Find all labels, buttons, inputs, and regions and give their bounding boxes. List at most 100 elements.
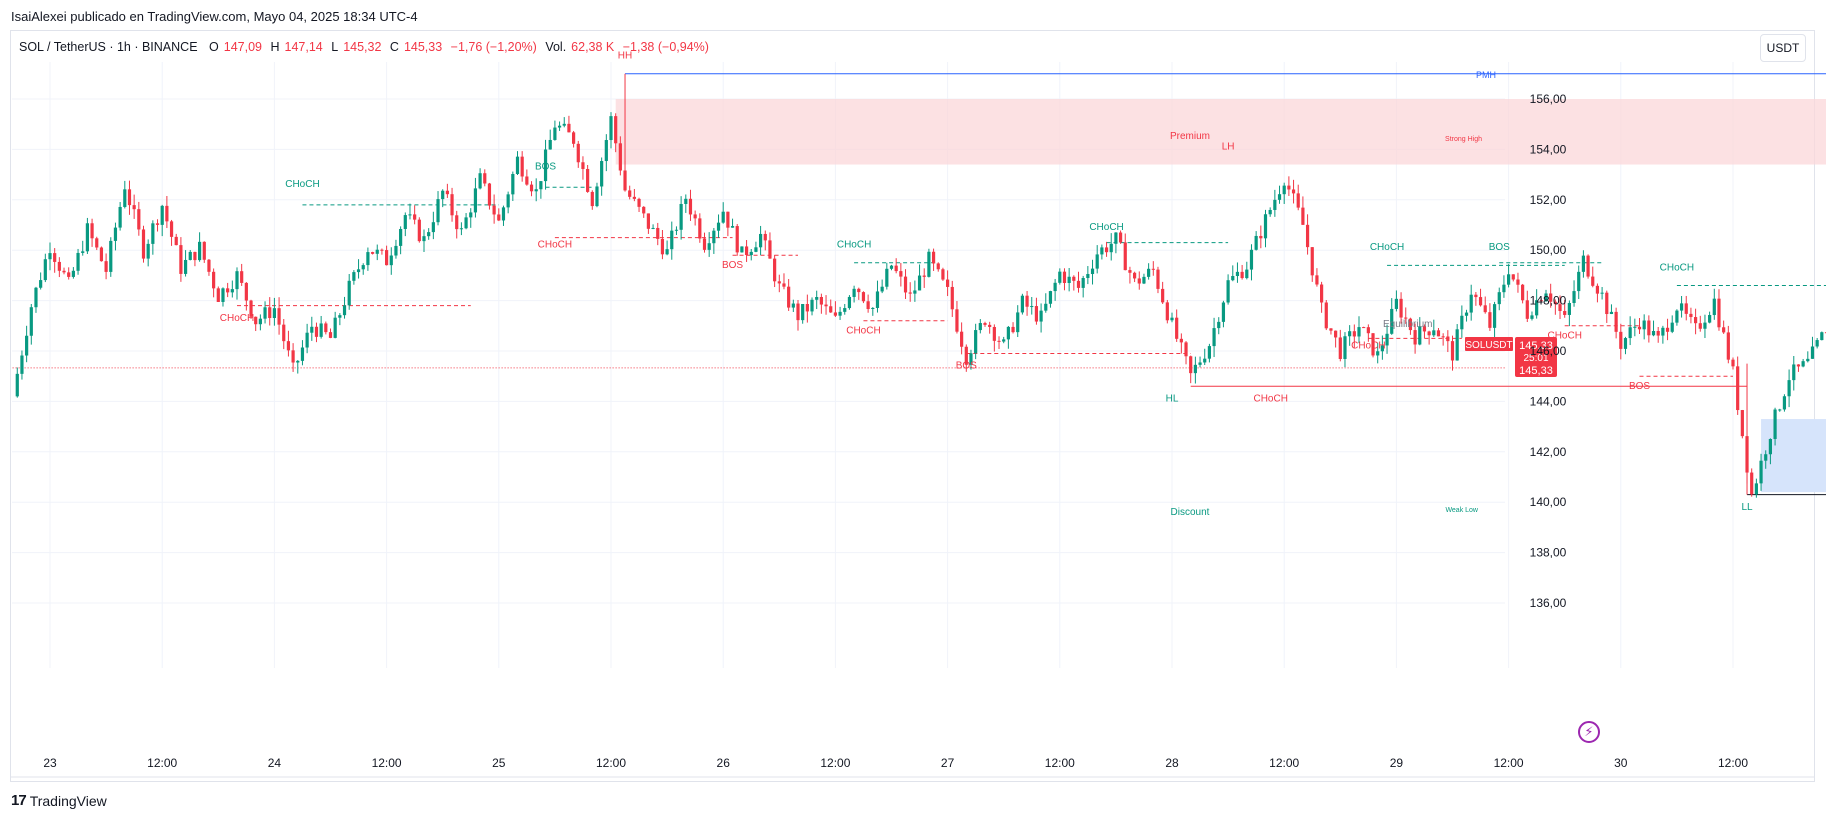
candle-body — [1296, 193, 1300, 208]
candle-body — [385, 250, 389, 266]
candle-body — [249, 300, 253, 317]
candle-body — [721, 211, 725, 223]
open-label: O — [209, 40, 219, 54]
candle-body — [1376, 351, 1380, 356]
candle-body — [927, 251, 931, 277]
candle-body — [515, 156, 520, 175]
close-value: 145,33 — [403, 40, 443, 54]
candle-body — [693, 214, 697, 219]
candle-body — [1109, 243, 1113, 253]
candle-body — [1277, 194, 1282, 200]
structure-label-lh: LH — [1222, 141, 1235, 152]
candle-body — [1310, 247, 1314, 276]
candle-body — [1497, 292, 1501, 305]
symbol-name[interactable]: SOL / TetherUS · 1h · BINANCE — [19, 40, 198, 54]
candle-body — [487, 183, 492, 206]
candle-body — [572, 132, 576, 144]
tradingview-logo-icon: 17 — [11, 792, 27, 809]
candle-body — [1362, 327, 1366, 329]
candle-body — [478, 173, 482, 189]
candle-body — [838, 311, 842, 316]
candle-body — [286, 341, 291, 351]
bolt-icon[interactable]: ⚡ — [1578, 721, 1600, 743]
candle-body — [1320, 284, 1324, 303]
weak-low-label: Weak Low — [1445, 507, 1478, 514]
open-value: 147,09 — [223, 40, 262, 54]
candle-body — [1530, 315, 1534, 319]
candle-body — [1806, 358, 1810, 362]
candle-body — [791, 303, 795, 308]
candle-body — [1016, 312, 1020, 333]
candle-body — [1535, 300, 1539, 316]
candle-body — [819, 297, 823, 305]
candle-body — [1507, 274, 1511, 285]
candle-body — [95, 238, 99, 248]
candle-body — [1025, 295, 1029, 307]
candle-body — [1175, 317, 1179, 339]
candle-body — [473, 188, 478, 213]
candle-body — [941, 269, 945, 280]
candle-body — [1446, 336, 1450, 342]
candle-body — [1801, 361, 1805, 367]
candle-body — [1703, 322, 1707, 329]
candle-body — [1165, 302, 1169, 321]
candle-body — [1764, 454, 1768, 461]
candle-body — [1717, 298, 1721, 328]
candle-body — [1273, 199, 1277, 210]
candle-body — [1600, 292, 1604, 294]
candle-body — [674, 229, 679, 231]
candle-body — [212, 271, 216, 289]
candle-body — [1759, 460, 1763, 484]
candle-body — [113, 227, 118, 241]
candle-body — [955, 309, 959, 332]
candle-body — [43, 259, 47, 281]
candle-body — [1058, 271, 1062, 283]
candle-body — [1521, 284, 1525, 301]
candle-body — [749, 251, 753, 256]
candle-body — [1268, 209, 1272, 215]
change-value: −1,76 (−1,20%) — [450, 40, 537, 54]
candle-body — [992, 326, 996, 341]
candle-body — [511, 174, 515, 195]
x-tick-label: 12:00 — [147, 756, 177, 770]
candle-body — [324, 323, 328, 333]
candle-body — [1745, 436, 1749, 473]
candle-body — [1249, 249, 1254, 270]
candle-body — [183, 259, 188, 274]
candle-body — [1212, 328, 1216, 347]
currency-button[interactable]: USDT — [1760, 34, 1806, 62]
x-tick-label: 12:00 — [372, 756, 402, 770]
candle-body — [908, 292, 912, 294]
candle-body — [403, 215, 407, 229]
candle-body — [557, 125, 562, 128]
candle-body — [81, 251, 85, 253]
candle-body — [623, 170, 627, 191]
candle-body — [1048, 291, 1053, 304]
candle-body — [1661, 327, 1665, 336]
tradingview-branding[interactable]: 17 TradingView — [11, 792, 107, 809]
candle-body — [684, 198, 688, 204]
candle-body — [1002, 339, 1006, 342]
volume-label: Vol. — [545, 40, 567, 54]
candle-body — [53, 253, 57, 262]
candle-body — [1539, 300, 1543, 302]
structure-label-choch: CHoCH — [1547, 330, 1581, 341]
candle-body — [1118, 232, 1123, 243]
candle-body — [1427, 331, 1431, 336]
candle-body — [375, 249, 379, 254]
candle-body — [1736, 366, 1740, 411]
candle-body — [441, 190, 445, 200]
candle-body — [123, 189, 127, 207]
candle-body — [1450, 341, 1455, 361]
y-tick-label: 140,00 — [1530, 495, 1567, 509]
x-tick-label: 24 — [268, 756, 282, 770]
x-tick-label: 29 — [1390, 756, 1404, 770]
candle-body — [198, 241, 202, 261]
candle-body — [1483, 305, 1487, 313]
candle-body — [740, 246, 744, 253]
candle-body — [1810, 346, 1815, 359]
candle-body — [1357, 327, 1361, 337]
x-tick-label: 12:00 — [1494, 756, 1524, 770]
candle-body — [1039, 310, 1043, 322]
